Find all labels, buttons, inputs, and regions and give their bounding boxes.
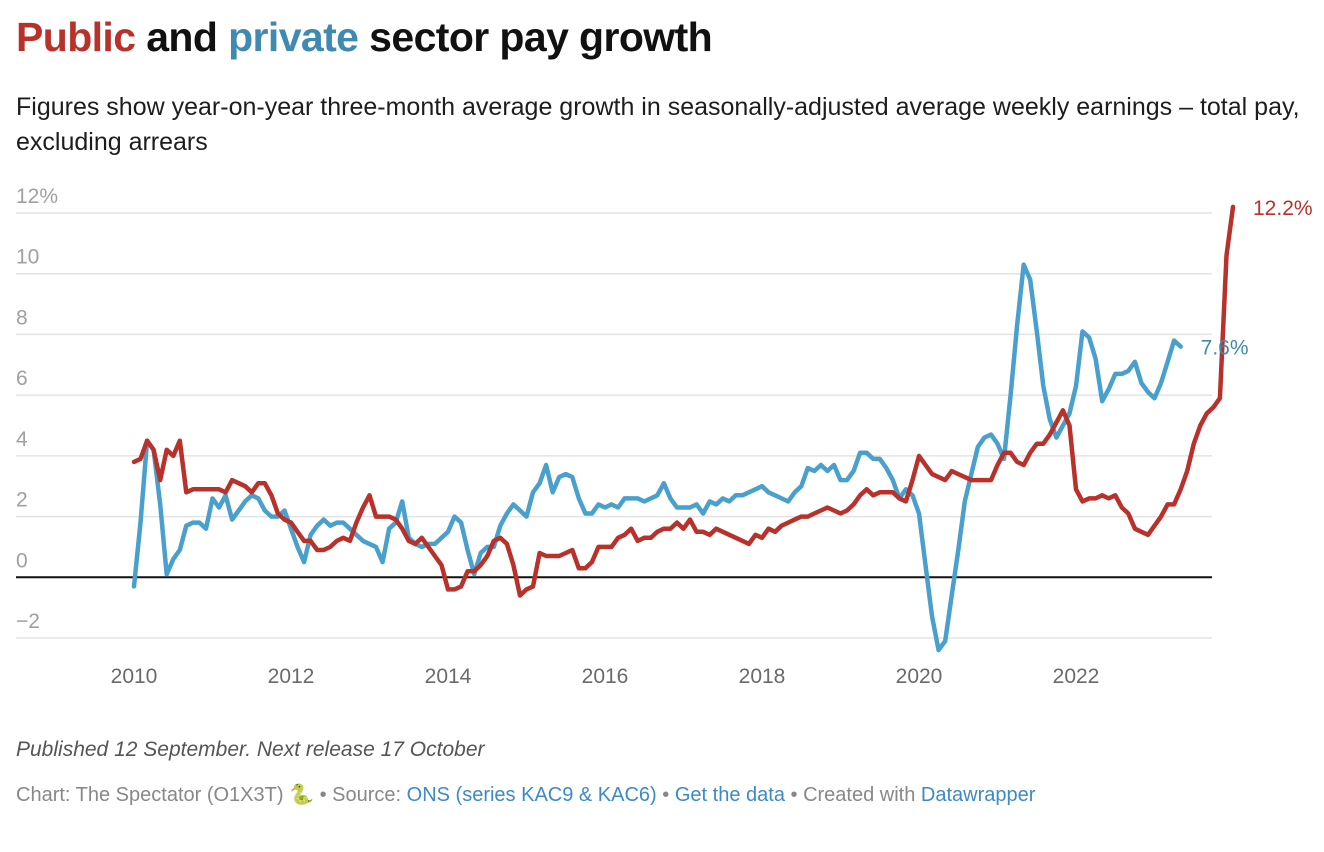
datawrapper-link[interactable]: Datawrapper	[920, 784, 1036, 806]
x-axis-labels: 2010 2012 2014 2016 2018 2020 2022	[111, 665, 1100, 688]
end-label-public: 12.2%	[1253, 197, 1313, 220]
x-tick-label: 2020	[896, 665, 943, 688]
y-tick-label: −2	[16, 610, 40, 633]
series-lines	[131, 204, 1236, 653]
y-tick-label: 0	[16, 549, 28, 572]
snake-icon: 🐍	[289, 784, 314, 806]
publication-notes: Published 12 September. Next release 17 …	[16, 738, 485, 761]
title-text-and: and	[135, 14, 229, 60]
title-public-keyword: Public	[16, 14, 136, 60]
source-label: Source:	[332, 784, 402, 806]
y-tick-label: 2	[16, 489, 28, 512]
y-tick-label: 6	[16, 367, 28, 390]
y-tick-label: 10	[16, 246, 39, 269]
source-link[interactable]: ONS (series KAC9 & KAC6)	[406, 784, 657, 806]
x-tick-label: 2022	[1053, 665, 1100, 688]
chart-title: Public and private sector pay growth	[16, 14, 713, 61]
chart-footer: Chart: The Spectator (O1X3T) 🐍 • Source:…	[16, 782, 1035, 807]
end-labels: 7.6% 12.2%	[1201, 197, 1313, 360]
title-text-rest: sector pay growth	[358, 14, 713, 60]
chart-subtitle: Figures show year-on-year three-month av…	[16, 93, 1300, 156]
get-the-data-link[interactable]: Get the data	[674, 784, 785, 806]
y-tick-label: 8	[16, 306, 28, 329]
x-tick-label: 2014	[425, 665, 472, 688]
end-label-private: 7.6%	[1201, 337, 1249, 360]
y-axis-labels: −2 0 2 4 6 8 10 12%	[16, 185, 58, 633]
y-tick-label: 12%	[16, 185, 58, 208]
chart-credit: Chart: The Spectator (O1X3T)	[16, 784, 284, 806]
separator: •	[319, 784, 327, 806]
gridlines	[16, 212, 1212, 639]
series-line-private	[131, 262, 1183, 653]
line-chart: −2 0 2 4 6 8 10 12% 2010 2012 2014 2016 2018 2020 202…	[16, 185, 1313, 688]
created-with-label: Created with	[803, 784, 916, 806]
separator: •	[790, 784, 798, 806]
separator: •	[662, 784, 670, 806]
y-tick-label: 4	[16, 428, 28, 451]
x-tick-label: 2016	[582, 665, 629, 688]
x-tick-label: 2012	[268, 665, 315, 688]
title-private-keyword: private	[228, 14, 359, 60]
x-tick-label: 2018	[739, 665, 786, 688]
x-tick-label: 2010	[111, 665, 158, 688]
series-line-public	[131, 204, 1236, 598]
